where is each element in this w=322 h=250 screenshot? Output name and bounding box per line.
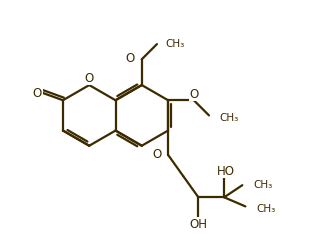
Text: CH₃: CH₃ [256, 203, 275, 213]
Text: O: O [189, 88, 198, 101]
Text: CH₃: CH₃ [220, 112, 239, 122]
Text: O: O [126, 52, 135, 65]
Text: CH₃: CH₃ [166, 38, 185, 48]
Text: O: O [33, 87, 42, 100]
Text: O: O [85, 72, 94, 85]
Text: CH₃: CH₃ [253, 179, 272, 189]
Text: HO: HO [217, 164, 235, 177]
Text: OH: OH [189, 218, 207, 230]
Text: O: O [152, 147, 161, 160]
